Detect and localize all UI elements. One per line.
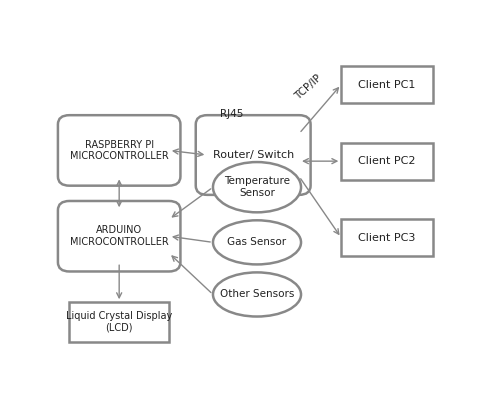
- Text: ARDUINO
MICROCONTROLLER: ARDUINO MICROCONTROLLER: [70, 225, 168, 247]
- FancyBboxPatch shape: [58, 201, 180, 271]
- Text: Gas Sensor: Gas Sensor: [227, 237, 287, 248]
- Text: TCP/IP: TCP/IP: [293, 73, 324, 102]
- Text: Liquid Crystal Display
(LCD): Liquid Crystal Display (LCD): [66, 311, 172, 333]
- Text: Router/ Switch: Router/ Switch: [212, 150, 294, 160]
- Text: Other Sensors: Other Sensors: [220, 289, 294, 299]
- Text: Client PC3: Client PC3: [359, 233, 416, 243]
- FancyBboxPatch shape: [341, 219, 433, 256]
- Text: RJ45: RJ45: [220, 109, 244, 119]
- Ellipse shape: [213, 220, 301, 264]
- FancyBboxPatch shape: [196, 115, 311, 195]
- Text: RASPBERRY PI
MICROCONTROLLER: RASPBERRY PI MICROCONTROLLER: [70, 140, 168, 161]
- Ellipse shape: [213, 272, 301, 316]
- Ellipse shape: [213, 162, 301, 212]
- Text: Client PC1: Client PC1: [359, 80, 416, 90]
- FancyBboxPatch shape: [58, 115, 180, 185]
- Text: Temperature
Sensor: Temperature Sensor: [224, 176, 290, 198]
- Text: Client PC2: Client PC2: [359, 156, 416, 166]
- FancyBboxPatch shape: [341, 143, 433, 179]
- FancyBboxPatch shape: [341, 66, 433, 103]
- FancyBboxPatch shape: [69, 302, 169, 342]
